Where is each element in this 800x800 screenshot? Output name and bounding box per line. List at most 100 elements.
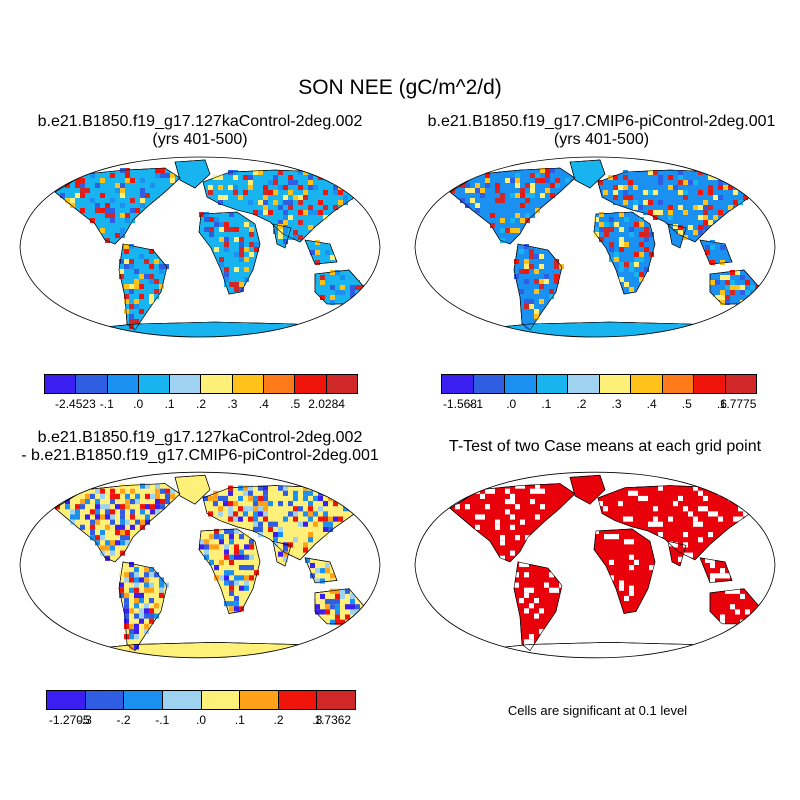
colorbar-swatch xyxy=(201,375,233,393)
colorbar-label: .0 xyxy=(506,397,517,411)
grid-cell xyxy=(530,193,535,198)
grid-cell xyxy=(710,260,715,265)
grid-cell xyxy=(253,511,258,517)
grid-cell xyxy=(520,203,525,208)
grid-cell xyxy=(149,567,154,573)
grid-cell xyxy=(258,185,263,190)
grid-cell xyxy=(124,244,129,249)
grid-cell xyxy=(75,188,80,193)
grid-cell xyxy=(728,205,733,210)
grid-cell xyxy=(510,193,515,198)
grid-cell xyxy=(335,593,340,600)
grid-cell xyxy=(673,220,678,225)
grid-cell xyxy=(343,175,348,180)
grid-cell xyxy=(283,546,288,552)
grid-cell xyxy=(224,585,229,591)
grid-cell xyxy=(120,188,125,193)
grid-cell xyxy=(248,495,253,502)
grid-cell xyxy=(90,198,95,203)
grid-cell xyxy=(214,222,219,227)
grid-cell xyxy=(110,198,115,203)
grid-cell xyxy=(318,495,323,502)
grid-cell xyxy=(95,509,100,515)
grid-cell xyxy=(209,232,214,237)
grid-cell xyxy=(160,168,165,173)
grid-cell xyxy=(613,175,618,180)
grid-cell xyxy=(263,506,268,512)
grid-cell xyxy=(249,544,254,550)
grid-cell xyxy=(149,264,154,269)
grid-cell xyxy=(233,516,238,522)
grid-cell xyxy=(253,526,258,532)
grid-cell xyxy=(278,501,283,507)
grid-cell xyxy=(258,511,263,517)
grid-cell xyxy=(619,247,624,252)
grid-cell xyxy=(678,180,683,185)
grid-cell xyxy=(145,514,150,520)
grid-cell xyxy=(475,203,480,208)
grid-cell xyxy=(95,535,100,541)
grid-cell xyxy=(629,232,634,237)
grid-cell xyxy=(634,252,639,257)
grid-cell xyxy=(214,217,219,222)
grid-cell xyxy=(244,544,249,550)
grid-cell xyxy=(244,257,249,262)
colorbar-swatch xyxy=(45,375,77,393)
grid-cell xyxy=(105,488,110,494)
grid-cell xyxy=(539,254,544,259)
grid-cell xyxy=(263,511,268,517)
grid-cell xyxy=(549,587,554,593)
grid-cell xyxy=(325,562,330,569)
grid-cell xyxy=(239,282,244,287)
grid-cell xyxy=(204,549,209,555)
grid-cell xyxy=(139,254,144,259)
grid-cell xyxy=(239,570,244,576)
grid-cell xyxy=(725,573,730,579)
grid-cell xyxy=(345,614,350,620)
grid-cell xyxy=(529,603,534,609)
grid-cell xyxy=(218,200,223,205)
coastline xyxy=(202,485,361,561)
grid-cell xyxy=(323,170,328,175)
grid-cell xyxy=(223,195,228,200)
grid-cell xyxy=(308,537,313,543)
grid-cell xyxy=(529,639,534,645)
grid-cell xyxy=(95,173,100,178)
grid-cell xyxy=(90,529,95,536)
grid-cell xyxy=(239,575,244,581)
grid-cell xyxy=(254,247,259,252)
grid-cell xyxy=(698,170,703,175)
grid-cell xyxy=(475,514,480,520)
grid-cell xyxy=(159,592,164,599)
grid-cell xyxy=(315,240,320,245)
grid-cell xyxy=(293,552,298,558)
grid-cell xyxy=(340,290,345,295)
grid-cell xyxy=(203,495,208,502)
grid-cell xyxy=(100,529,105,536)
grid-cell xyxy=(634,559,639,565)
grid-cell xyxy=(343,185,348,190)
coastline xyxy=(174,474,211,505)
grid-cell xyxy=(500,193,505,198)
grid-cell xyxy=(145,193,150,198)
grid-cell xyxy=(315,609,320,615)
coastline xyxy=(54,167,181,245)
coastline xyxy=(569,474,606,505)
grid-cell xyxy=(234,606,239,612)
grid-cell xyxy=(639,257,644,262)
grid-cell xyxy=(693,205,698,210)
grid-cell xyxy=(683,506,688,512)
grid-cell xyxy=(530,488,535,494)
grid-cell xyxy=(224,528,229,535)
grid-cell xyxy=(530,178,535,183)
grid-cell xyxy=(124,592,129,599)
grid-cell xyxy=(263,210,268,215)
grid-cell xyxy=(698,205,703,210)
grid-cell xyxy=(703,215,708,220)
grid-cell xyxy=(293,235,298,240)
grid-cell xyxy=(495,198,500,203)
grid-cell xyxy=(535,488,540,494)
grid-cell xyxy=(554,274,559,279)
grid-cell xyxy=(244,247,249,252)
grid-cell xyxy=(520,483,525,489)
